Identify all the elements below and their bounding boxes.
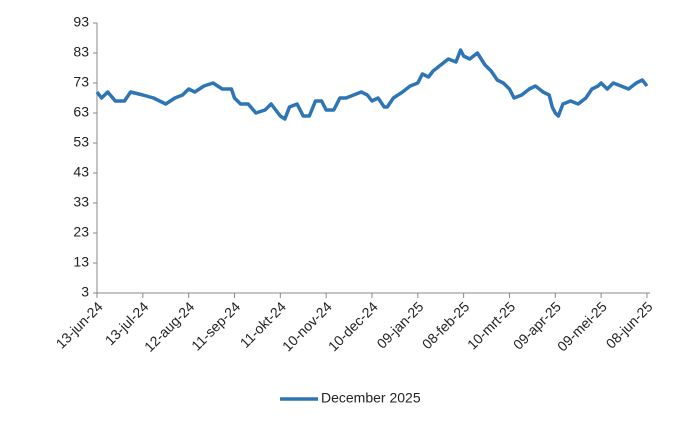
y-tick-label: 43 bbox=[73, 164, 89, 180]
x-tick-label: 08-jun-25 bbox=[603, 298, 656, 351]
y-tick-label: 23 bbox=[73, 224, 89, 240]
x-tick-label: 11-sep-24 bbox=[188, 298, 243, 353]
x-tick-label: 13-jun-24 bbox=[53, 298, 106, 351]
y-tick-label: 13 bbox=[73, 254, 89, 270]
y-tick-label: 53 bbox=[73, 134, 89, 150]
y-tick-label: 3 bbox=[81, 284, 89, 300]
y-tick-label: 93 bbox=[73, 14, 89, 30]
x-tick-label: 08-feb-25 bbox=[419, 298, 473, 352]
y-tick-label: 63 bbox=[73, 104, 89, 120]
x-tick-label: 12-aug-24 bbox=[141, 298, 198, 355]
x-tick-label: 09-jan-25 bbox=[373, 298, 426, 351]
x-tick-label: 10-mrt-25 bbox=[464, 298, 518, 352]
y-tick-label: 33 bbox=[73, 194, 89, 210]
x-tick-label: 09-mei-25 bbox=[554, 298, 610, 354]
line-series bbox=[95, 48, 649, 121]
y-tick-label: 83 bbox=[73, 44, 89, 60]
y-tick-label: 73 bbox=[73, 74, 89, 90]
legend-label: December 2025 bbox=[321, 390, 421, 406]
x-tick-label: 10-dec-24 bbox=[325, 298, 381, 354]
